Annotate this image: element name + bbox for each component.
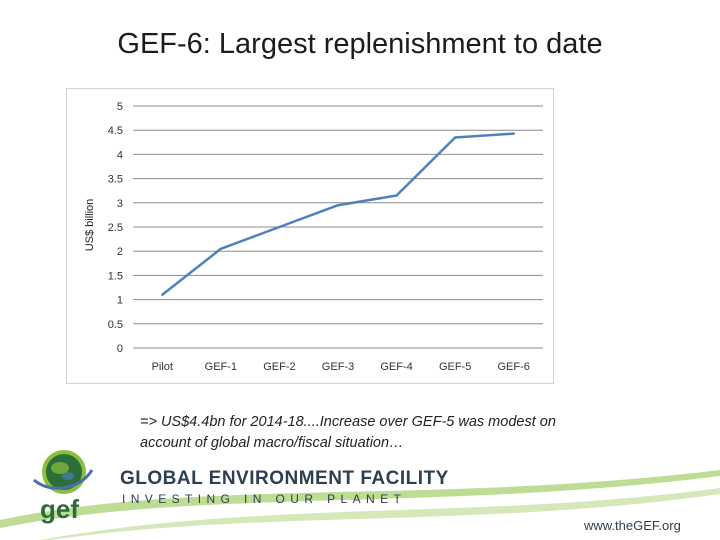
x-tick-label: GEF-3 [322,361,354,373]
x-tick-label: GEF-2 [263,361,295,373]
y-tick-label: 3.5 [108,174,123,186]
data-point [278,225,281,229]
org-tagline: INVESTING IN OUR PLANET [122,492,407,506]
x-tick-label: Pilot [152,361,173,373]
data-point [453,136,457,139]
line-chart: 0 0.5 1 1.5 2 2.5 3 3.5 4 4.5 5 Pilot GEF-1 GEF-2 GEF-… [84,101,543,373]
x-tick-label: GEF-5 [439,361,471,373]
data-point [512,132,515,135]
caption: => US$4.4bn for 2014-18....Increase over… [140,412,620,454]
y-tick-label: 1.5 [108,270,123,282]
caption-line-1: => US$4.4bn for 2014-18....Increase over… [140,414,556,430]
gef-globe-logo: gef [33,450,94,524]
caption-line-2: account of global macro/fiscal situation… [140,435,404,451]
data-point [395,194,398,197]
footer-swoosh [0,470,720,540]
y-tick-label: 2 [117,246,123,258]
chart-frame: 0 0.5 1 1.5 2 2.5 3 3.5 4 4.5 5 Pilot GEF-1 GEF-2 GEF-… [66,88,554,384]
x-tick-label: GEF-1 [205,361,237,373]
gef-logo-mark: gef [40,494,79,524]
y-tick-label: 4 [117,149,123,161]
y-tick-label: 1 [117,295,123,307]
x-tick-label: GEF-6 [498,361,530,373]
x-tick-label: GEF-4 [380,361,412,373]
series-line [161,132,514,296]
y-tick-label: 3 [117,198,123,210]
y-axis-label: US$ billion [84,199,96,252]
data-point [336,204,340,207]
data-point [219,247,223,250]
y-tick-label: 5 [117,101,123,113]
y-tick-label: 0.5 [108,319,123,331]
data-point [161,293,164,296]
y-tick-label: 0 [117,343,123,355]
y-tick-label: 4.5 [108,125,123,137]
slide-title: GEF-6: Largest replenishment to date [117,28,603,60]
org-name: GLOBAL ENVIRONMENT FACILITY [120,468,449,489]
website-url: www.theGEF.org [584,518,681,533]
y-tick-label: 2.5 [108,222,123,234]
